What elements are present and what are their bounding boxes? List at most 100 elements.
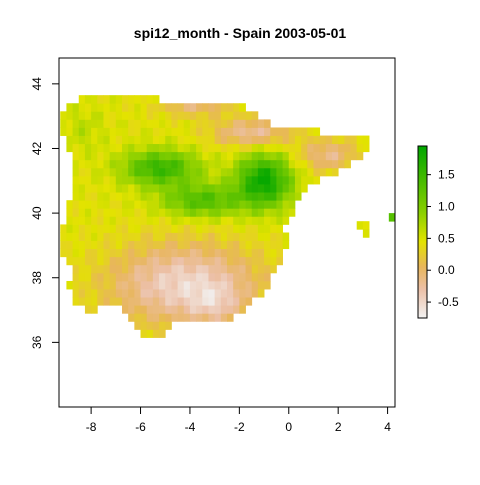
raster-cell [115,192,123,201]
raster-cell [171,119,178,128]
raster-cell [257,192,265,201]
raster-cell [264,167,271,177]
raster-cell [140,103,148,112]
raster-cell [177,119,185,128]
raster-cell [140,297,148,306]
raster-cell [257,127,265,136]
raster-cell [319,151,327,161]
raster-cell [233,224,240,233]
raster-cell [97,111,104,120]
raster-cell [189,313,197,322]
raster-cell [109,200,117,209]
raster-cell [165,135,172,145]
raster-cell [152,192,160,201]
raster-cell [140,159,148,169]
raster-cell [202,313,209,322]
raster-cell [72,272,80,282]
raster-cell [233,175,240,185]
raster-cell [208,159,216,169]
raster-cell [159,305,166,314]
raster-cell [220,224,228,233]
raster-cell [196,216,203,225]
raster-cell [233,272,240,282]
raster-cell [270,143,277,153]
raster-cell [196,232,203,241]
raster-cell [270,208,277,217]
raster-cell [78,119,86,128]
raster-cell [134,289,141,298]
raster-cell [152,103,160,112]
raster-cell [227,167,234,177]
raster-cell [183,200,191,209]
raster-cell [251,175,259,185]
raster-cell [245,256,253,266]
raster-cell [344,135,351,145]
raster-cell [196,127,203,136]
raster-cell [72,224,80,233]
raster-cell [220,167,228,177]
raster-cell [140,143,148,153]
raster-cell [356,135,364,145]
raster-cell [171,216,178,225]
raster-cell [152,256,160,266]
raster-cell [227,184,234,193]
raster-cell [78,184,86,193]
raster-cell [115,151,123,161]
raster-cell [122,143,129,153]
raster-cell [257,280,265,290]
raster-cell [103,103,111,112]
raster-cell [103,143,111,153]
raster-cell [97,159,104,169]
raster-cell [294,159,302,169]
x-tick-label: -2 [234,420,245,434]
raster-cell [146,232,154,241]
raster-cell [270,167,277,177]
raster-cell [183,280,191,290]
raster-cell [251,159,259,169]
raster-cell [288,151,296,161]
raster-cell [128,305,135,314]
raster-cell [134,248,141,258]
raster-cell [177,184,185,193]
raster-cell [78,264,86,274]
raster-cell [140,264,148,274]
raster-cell [189,111,197,120]
raster-cell [245,127,253,136]
raster-cell [159,321,166,330]
raster-cell [276,232,283,241]
raster-cell [171,143,178,153]
raster-cell [60,111,67,120]
raster-cell [208,111,216,120]
raster-cell [146,135,154,145]
raster-cell [177,256,185,266]
raster-cell [264,208,271,217]
raster-cell [196,103,203,112]
raster-cell [97,192,104,201]
raster-cell [78,192,86,201]
raster-cell [202,167,209,177]
raster-cell [270,151,277,161]
raster-cell [239,297,246,306]
raster-cell [128,127,135,136]
raster-cell [159,175,166,185]
raster-cell [140,224,148,233]
raster-cell [227,175,234,185]
raster-cell [276,127,283,136]
raster-cell [152,297,160,306]
raster-cell [128,135,135,145]
raster-cell [97,264,104,274]
raster-cell [115,135,123,145]
raster-cell [313,143,321,153]
raster-cell [146,216,154,225]
raster-cell [202,175,209,185]
raster-cell [362,221,370,230]
raster-cell [208,232,216,241]
raster-cell [214,289,222,298]
raster-cell [171,200,178,209]
raster-cell [122,232,129,241]
raster-cell [103,240,111,250]
raster-cell [97,200,104,209]
raster-cell [245,216,253,225]
raster-cell [66,240,73,250]
raster-cell [122,111,129,120]
